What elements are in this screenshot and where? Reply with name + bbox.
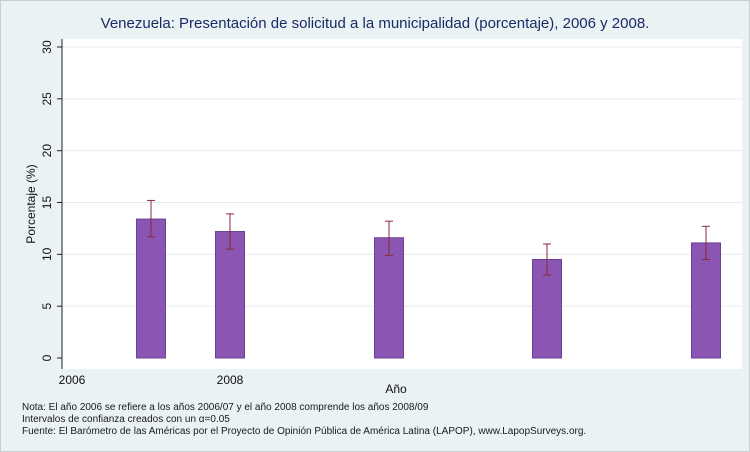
note-line-2: Intervalos de confianza creados con un α… — [22, 414, 230, 425]
note-line-1: Nota: El año 2006 se refiere a los años … — [22, 402, 429, 413]
note-line-3: Fuente: El Barómetro de las Américas por… — [22, 426, 587, 437]
bar — [136, 218, 166, 359]
y-tick-label: 15 — [40, 196, 54, 210]
y-tick-label: 30 — [40, 40, 54, 54]
x-axis-title: Año — [385, 382, 407, 396]
y-axis-title: Porcentaje (%) — [24, 164, 38, 243]
bar — [215, 231, 245, 359]
x-tick-label: 2006 — [59, 373, 86, 387]
y-tick-label: 25 — [40, 92, 54, 106]
y-tick-label: 10 — [40, 247, 54, 261]
bar — [532, 259, 562, 359]
chart-notes: Nota: El año 2006 se refiere a los años … — [22, 402, 586, 438]
chart-title: Venezuela: Presentación de solicitud a l… — [100, 15, 650, 32]
bar — [691, 242, 721, 359]
x-tick-label: 2008 — [217, 373, 244, 387]
y-tick-label: 5 — [40, 303, 54, 310]
y-tick-label: 20 — [40, 144, 54, 158]
y-tick-label: 0 — [40, 354, 54, 361]
bar — [374, 237, 404, 359]
